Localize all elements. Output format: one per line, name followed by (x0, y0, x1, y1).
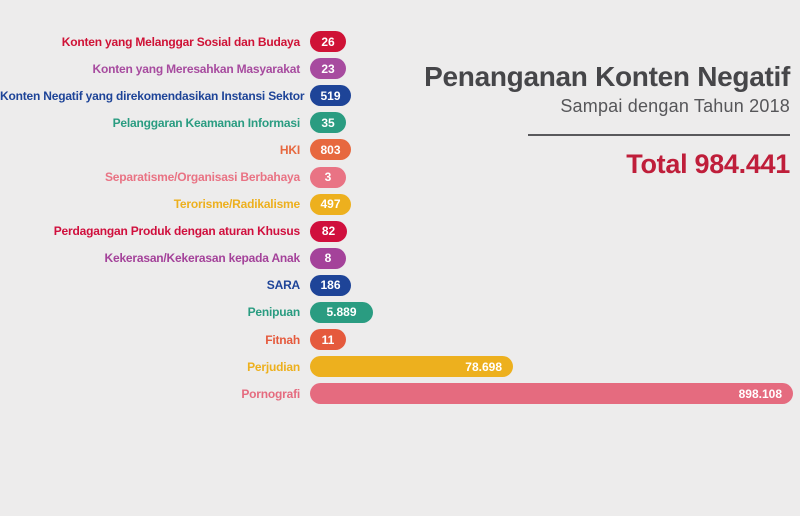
category-label: Separatisme/Organisasi Berbahaya (104, 170, 300, 185)
value-bar: 5.889 (310, 301, 373, 323)
bar-chart: Konten yang Melanggar Sosial dan Budaya … (0, 28, 800, 407)
value-label: 23 (321, 61, 335, 76)
page-title: Penanganan Konten Negatif (424, 61, 790, 92)
value-label: 11 (321, 332, 335, 347)
value-label: 803 (320, 142, 341, 157)
value-bar: 3 (310, 166, 346, 188)
category-label: HKI (279, 142, 300, 157)
value-bar: 8 (310, 247, 346, 269)
category-label: Perjudian (247, 359, 300, 374)
value-bar: 82 (310, 220, 347, 242)
value-label: 186 (320, 278, 341, 293)
category-label: Terorisme/Radikalisme (173, 197, 301, 212)
chart-row: Fitnah 11 (0, 326, 800, 353)
title-block: Penanganan Konten Negatif Sampai dengan … (370, 61, 790, 180)
value-label: 3 (324, 170, 332, 185)
value-label: 78.698 (465, 359, 502, 374)
chart-row: Pelanggaran Keamanan Informasi 35 (0, 109, 800, 136)
value-bar: 35 (310, 112, 346, 134)
value-bar: 78.698 (310, 356, 513, 378)
chart-row: Separatisme/Organisasi Berbahaya 3 (0, 163, 800, 190)
value-label: 519 (320, 88, 341, 103)
category-label: Pelanggaran Keamanan Informasi (112, 115, 301, 130)
chart-row: HKI 803 (0, 136, 800, 163)
value-bar: 23 (310, 58, 346, 80)
chart-row: SARA 186 (0, 272, 800, 299)
chart-row: Kekerasan/Kekerasan kepada Anak 8 (0, 245, 800, 272)
value-bar: 186 (310, 274, 351, 296)
total-value: Total 984.441 (626, 148, 790, 179)
value-bar: 11 (310, 329, 346, 351)
category-label: Penipuan (247, 305, 301, 320)
value-label: 497 (320, 197, 341, 212)
value-label: 8 (324, 251, 332, 266)
category-label: Konten yang Meresahkan Masyarakat (92, 61, 301, 76)
value-label: 898.108 (738, 386, 782, 401)
chart-row: Terorisme/Radikalisme 497 (0, 191, 800, 218)
value-label: 26 (321, 34, 335, 49)
value-label: 82 (321, 224, 336, 239)
category-label: Fitnah (265, 332, 300, 347)
value-bar: 519 (310, 85, 351, 107)
value-bar: 898.108 (310, 383, 793, 405)
chart-row: Konten Negatif yang direkomendasikan Ins… (0, 82, 800, 109)
value-label: 35 (321, 115, 335, 130)
value-label: 5.889 (326, 305, 357, 320)
value-bar: 26 (310, 31, 346, 53)
chart-row: Pornografi 898.108 (0, 380, 800, 407)
value-bar: 497 (310, 193, 351, 215)
chart-row: Konten yang Melanggar Sosial dan Budaya … (0, 28, 800, 55)
category-label: Konten yang Melanggar Sosial dan Budaya (61, 34, 300, 49)
chart-row: Perjudian 78.698 (0, 353, 800, 380)
chart-row: Konten yang Meresahkan Masyarakat 23 (0, 55, 800, 82)
value-bar: 803 (310, 139, 351, 161)
chart-subtitle: Sampai dengan Tahun 2018 (560, 95, 790, 116)
category-label: Perdagangan Produk dengan aturan Khusus (53, 224, 300, 239)
chart-row: Perdagangan Produk dengan aturan Khusus … (0, 218, 800, 245)
divider (528, 133, 790, 136)
chart-row: Penipuan 5.889 (0, 299, 800, 326)
category-label: SARA (266, 278, 300, 293)
category-label: Konten Negatif yang direkomendasikan Ins… (0, 88, 305, 103)
category-label: Kekerasan/Kekerasan kepada Anak (104, 251, 301, 266)
category-label: Pornografi (241, 386, 300, 401)
